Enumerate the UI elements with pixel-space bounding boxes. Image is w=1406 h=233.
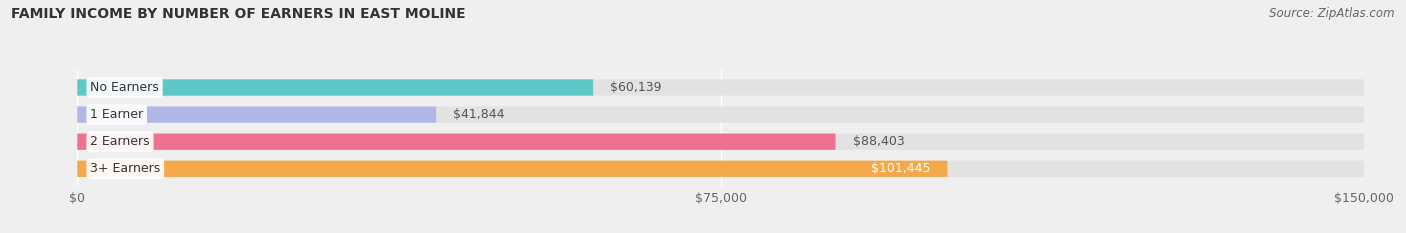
FancyBboxPatch shape <box>77 106 436 123</box>
Text: $60,139: $60,139 <box>610 81 662 94</box>
FancyBboxPatch shape <box>77 161 948 177</box>
Text: 2 Earners: 2 Earners <box>90 135 150 148</box>
Text: FAMILY INCOME BY NUMBER OF EARNERS IN EAST MOLINE: FAMILY INCOME BY NUMBER OF EARNERS IN EA… <box>11 7 465 21</box>
FancyBboxPatch shape <box>77 161 1364 177</box>
Text: $101,445: $101,445 <box>870 162 931 175</box>
FancyBboxPatch shape <box>77 79 593 96</box>
FancyBboxPatch shape <box>77 106 1364 123</box>
FancyBboxPatch shape <box>77 134 1364 150</box>
Text: $88,403: $88,403 <box>852 135 904 148</box>
FancyBboxPatch shape <box>77 79 1364 96</box>
Text: No Earners: No Earners <box>90 81 159 94</box>
Text: 3+ Earners: 3+ Earners <box>90 162 160 175</box>
Text: Source: ZipAtlas.com: Source: ZipAtlas.com <box>1270 7 1395 20</box>
Text: $41,844: $41,844 <box>453 108 505 121</box>
FancyBboxPatch shape <box>77 134 835 150</box>
Text: 1 Earner: 1 Earner <box>90 108 143 121</box>
